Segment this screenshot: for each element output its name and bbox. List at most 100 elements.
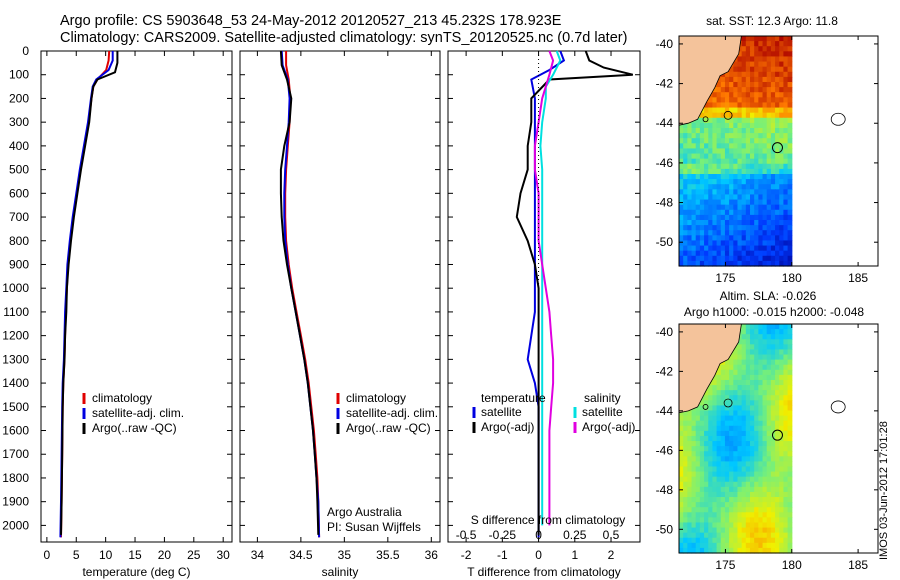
diff-legend-label: satellite bbox=[582, 405, 623, 419]
sst_map-cell bbox=[708, 245, 714, 252]
sla-map-title-line2: Argo h1000: -0.015 h2000: -0.048 bbox=[684, 305, 864, 319]
sla_map-frame bbox=[678, 323, 879, 554]
sla_map-cell bbox=[783, 410, 789, 417]
sla_map-cell bbox=[699, 476, 705, 483]
sst_map-cell bbox=[737, 225, 743, 231]
sla_map-cell bbox=[679, 446, 684, 452]
sst_map-cell bbox=[787, 107, 793, 114]
sst_map-cell bbox=[708, 220, 714, 226]
sla_map-cell bbox=[729, 410, 734, 417]
sla_map-cell bbox=[762, 532, 768, 539]
sst_map-cell bbox=[741, 117, 747, 124]
sla_map-cell bbox=[758, 385, 764, 391]
sst_map-cell bbox=[704, 133, 709, 139]
sla_map-cell bbox=[683, 547, 688, 554]
sla_map-cell bbox=[737, 476, 743, 483]
sla_map-cell bbox=[754, 415, 759, 422]
sla_map-cell bbox=[695, 456, 701, 462]
sst_map-cell bbox=[687, 168, 693, 175]
sla_map-cell bbox=[754, 522, 759, 529]
sla_map-cell bbox=[679, 420, 684, 427]
sla_map-cell bbox=[754, 420, 759, 427]
sla_map-cell bbox=[679, 441, 684, 447]
sla_map-cell bbox=[783, 385, 789, 391]
sst_map-cell bbox=[737, 107, 743, 114]
sst_map-cell bbox=[712, 250, 718, 257]
sla_map-cell bbox=[783, 395, 789, 401]
sst_map-cell bbox=[787, 194, 793, 201]
sla_map-cell bbox=[766, 385, 772, 391]
sla_map-cell bbox=[787, 532, 793, 539]
depth-tick-label: 1700 bbox=[2, 447, 29, 461]
sst_map-cell bbox=[720, 82, 726, 88]
sla_map-cell bbox=[754, 354, 759, 361]
sla_map-cell bbox=[745, 379, 751, 386]
sst_map-cell bbox=[687, 214, 693, 221]
sla_map-cell bbox=[733, 451, 739, 457]
sal-annotation-line: PI: Susan Wijffels bbox=[327, 520, 421, 534]
sst_map-cell bbox=[762, 158, 768, 165]
sst_map-cell bbox=[691, 199, 697, 206]
sst_map-cell bbox=[699, 163, 705, 170]
depth-tick-label: 1900 bbox=[2, 495, 29, 509]
sla_map-cell bbox=[783, 369, 789, 376]
sla_map-cell bbox=[766, 517, 772, 524]
sst_map-cell bbox=[712, 133, 718, 139]
sst_map-cell bbox=[766, 230, 772, 236]
sst_map-cell bbox=[720, 189, 726, 196]
sst_map-cell bbox=[691, 122, 697, 129]
sst_map-cell bbox=[770, 184, 776, 190]
sst_map-cell bbox=[779, 148, 785, 155]
sst_map-cell bbox=[695, 174, 701, 180]
sst_map-cell bbox=[770, 122, 776, 129]
sst_map-cell bbox=[733, 133, 739, 139]
sst_map-cell bbox=[775, 46, 780, 52]
sst_map-cell bbox=[729, 220, 734, 226]
sla_map-cell bbox=[775, 435, 780, 442]
sla_map-cell bbox=[691, 532, 697, 539]
sst_map-cell bbox=[708, 250, 714, 257]
sla_map-land bbox=[678, 323, 742, 414]
sst_map-cell bbox=[716, 214, 722, 221]
sla_map-cell bbox=[750, 456, 755, 462]
sst_map-cell bbox=[716, 102, 722, 109]
sst_map-cell bbox=[750, 133, 755, 139]
sla_map-cell bbox=[737, 374, 743, 381]
sst_map-cell bbox=[724, 199, 730, 206]
sla_map-cell bbox=[762, 547, 768, 554]
sla_map-cell bbox=[712, 481, 718, 488]
sst_map-cell bbox=[737, 76, 743, 83]
sla_map-cell bbox=[766, 349, 772, 356]
sla_map-cell bbox=[766, 400, 772, 407]
sla_map-cell bbox=[724, 420, 730, 427]
sst_map-cell bbox=[741, 36, 747, 42]
sla_map-cell bbox=[775, 441, 780, 447]
sla_map-cell bbox=[779, 410, 785, 417]
sst_map-cell bbox=[766, 214, 772, 221]
sst_map-cell bbox=[741, 107, 747, 114]
sst_map-cell bbox=[708, 184, 714, 190]
sla_map-cell bbox=[733, 507, 739, 513]
sst_map-cell bbox=[708, 255, 714, 262]
sla_map-cell bbox=[754, 446, 759, 452]
sla_map-cell bbox=[783, 400, 789, 407]
sla_map-cell bbox=[691, 542, 697, 549]
sla_map-cell bbox=[708, 497, 714, 503]
sla_map-cell bbox=[687, 497, 693, 503]
sla_map-cell bbox=[741, 456, 747, 462]
sla_map-cell bbox=[775, 344, 780, 351]
sst_map-cell bbox=[787, 133, 793, 139]
sla_map-cell bbox=[750, 446, 755, 452]
sla_map-cell bbox=[770, 425, 776, 432]
sst_map-cell bbox=[762, 189, 768, 196]
sst_map-cell bbox=[779, 56, 785, 63]
sla_map-cell bbox=[720, 364, 726, 371]
sst_map-cell bbox=[779, 250, 785, 257]
sst_map-cell bbox=[691, 235, 697, 242]
sla_map-cell bbox=[758, 344, 764, 351]
sst_map-cell bbox=[720, 204, 726, 211]
diff-top-label: S difference from climatology bbox=[471, 513, 626, 527]
sla_map-cell bbox=[758, 451, 764, 457]
sst_map-cell bbox=[745, 128, 751, 134]
